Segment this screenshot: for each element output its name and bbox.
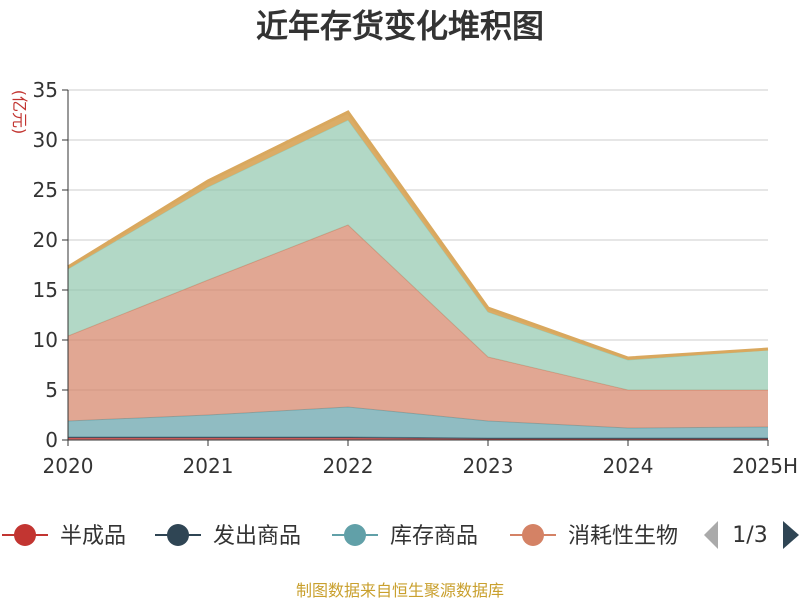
- legend-label: 发出商品: [213, 524, 301, 549]
- legend-item[interactable]: 库存商品: [332, 524, 478, 549]
- chart-title: 近年存货变化堆积图: [256, 7, 544, 45]
- legend-next-page-icon[interactable]: [783, 521, 799, 549]
- series-5-area: [68, 120, 768, 390]
- x-tick-label: 2022: [323, 454, 374, 478]
- y-tick-label: 30: [33, 128, 58, 152]
- series-6-line: [67, 110, 769, 360]
- legend: 半成品 发出商品 库存商品 消耗性生物: [2, 524, 678, 549]
- legend-item[interactable]: 消耗性生物: [510, 524, 678, 549]
- legend-circle-marker: [14, 524, 36, 546]
- series-3-area: [68, 407, 768, 438]
- y-tick-label: 15: [33, 278, 58, 302]
- x-tick-label: 2021: [183, 454, 234, 478]
- legend-circle-marker: [167, 524, 189, 546]
- x-tick-label: 2023: [463, 454, 514, 478]
- legend-item[interactable]: 半成品: [2, 524, 126, 549]
- y-axis-unit-label: (亿元): [10, 90, 29, 135]
- x-tick-label: 2020: [43, 454, 94, 478]
- series-4-area: [68, 225, 768, 428]
- legend-label: 库存商品: [390, 524, 478, 549]
- y-tick-label: 20: [33, 228, 58, 252]
- legend-pager: 1/3: [704, 521, 799, 549]
- y-tick-label: 5: [45, 378, 58, 402]
- legend-circle-marker: [344, 524, 366, 546]
- x-tick-label: 2024: [603, 454, 654, 478]
- area-series-group: [67, 110, 769, 440]
- y-tick-label: 0: [45, 428, 58, 452]
- y-tick-label: 25: [33, 178, 58, 202]
- y-tick-label: 35: [33, 78, 58, 102]
- data-source-note: 制图数据来自恒生聚源数据库: [296, 581, 504, 600]
- x-tick-label: 2025H: [732, 454, 798, 478]
- legend-page-indicator: 1/3: [732, 523, 767, 548]
- y-tick-label: 10: [33, 328, 58, 352]
- legend-prev-page-icon[interactable]: [704, 521, 718, 549]
- legend-label: 半成品: [60, 524, 126, 549]
- legend-item[interactable]: 发出商品: [155, 524, 301, 549]
- legend-circle-marker: [522, 524, 544, 546]
- legend-label: 消耗性生物: [568, 524, 678, 549]
- axes: 0 5 10 15 20 25 30 35 2020 2021 2022 2023 2024 2025H: [33, 78, 798, 478]
